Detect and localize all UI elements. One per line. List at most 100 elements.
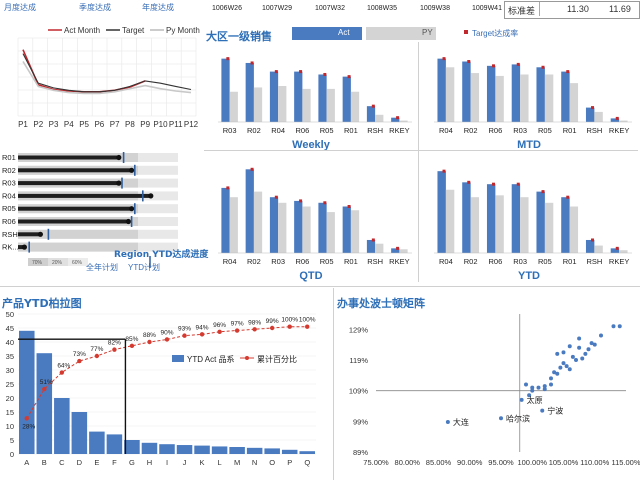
point-label: 73% bbox=[73, 351, 86, 358]
scatter-point bbox=[555, 351, 560, 356]
point-label: 哈尔滨 bbox=[506, 413, 530, 423]
x-tick-label: 105.00% bbox=[549, 458, 579, 467]
scatter-point bbox=[527, 393, 532, 398]
bar-act bbox=[318, 202, 327, 253]
category-label: RSH bbox=[367, 257, 383, 266]
tab-monthly[interactable]: 月度达成 bbox=[4, 3, 36, 12]
scatter-point-labeled bbox=[499, 416, 503, 421]
bar-act bbox=[462, 182, 471, 253]
category-label: R03 bbox=[271, 257, 285, 266]
y-tick-label: 129% bbox=[349, 325, 369, 334]
category-label: R04 bbox=[439, 257, 453, 266]
bar-py bbox=[399, 249, 408, 253]
y-tick-label: 0 bbox=[10, 450, 14, 459]
bar-py bbox=[253, 87, 263, 122]
week-label: 1008W35 bbox=[367, 5, 397, 12]
target-marker bbox=[566, 70, 570, 74]
region-label: R01 bbox=[2, 153, 16, 162]
target-marker bbox=[299, 199, 303, 203]
category-label: R06 bbox=[296, 126, 310, 135]
bar-py bbox=[229, 197, 238, 253]
target-marker bbox=[250, 167, 254, 171]
chart-title: Weekly bbox=[292, 139, 331, 150]
bar-act bbox=[486, 184, 496, 253]
cumulative-point bbox=[164, 337, 170, 342]
bar-py bbox=[520, 74, 529, 122]
bar-act bbox=[585, 107, 595, 122]
scatter-point-labeled bbox=[540, 408, 545, 413]
week-label: 1009W41 bbox=[472, 5, 502, 12]
bar-py bbox=[495, 195, 504, 253]
point-label: 64% bbox=[57, 363, 70, 370]
legend-py-swatch: PY bbox=[366, 27, 436, 40]
y-tick-label: 5 bbox=[10, 436, 14, 445]
scatter-point bbox=[580, 356, 585, 361]
scatter-point bbox=[583, 351, 588, 356]
pareto-bar bbox=[229, 447, 245, 454]
tab-quarterly[interactable]: 季度达成 bbox=[79, 3, 111, 12]
point-label: 94% bbox=[196, 324, 209, 331]
legend-label: 累计百分比 bbox=[257, 354, 297, 364]
bar-py bbox=[470, 197, 480, 253]
target-marker bbox=[371, 238, 375, 242]
bar-py bbox=[375, 243, 384, 253]
scale-label: 70% bbox=[32, 260, 43, 266]
category-label: RKEY bbox=[609, 126, 629, 135]
bar-py bbox=[594, 111, 603, 122]
category-label: RSH bbox=[367, 126, 383, 135]
bullet-ytd-marker bbox=[129, 206, 135, 212]
target-marker bbox=[442, 169, 446, 173]
bar-py bbox=[594, 245, 603, 253]
bar-py bbox=[278, 202, 287, 253]
bar-py bbox=[495, 75, 504, 122]
category-label: R03 bbox=[513, 257, 527, 266]
bar-act bbox=[245, 169, 254, 253]
x-tick-label: P11 bbox=[169, 120, 183, 129]
bullet-ytd-bar bbox=[18, 155, 119, 160]
x-tick-label: P7 bbox=[110, 120, 120, 129]
bar-act bbox=[294, 200, 303, 253]
point-label: 98% bbox=[248, 319, 261, 326]
x-tick-label: 85.00% bbox=[426, 458, 452, 467]
bar-py bbox=[569, 83, 579, 122]
category-label: R04 bbox=[223, 257, 237, 266]
scatter-point bbox=[570, 354, 575, 359]
bar-py bbox=[544, 202, 554, 253]
divider bbox=[418, 42, 419, 282]
legend-py-label: PY bbox=[422, 28, 433, 37]
x-tick-label: 100.00% bbox=[517, 458, 547, 467]
y-tick-label: 50 bbox=[6, 310, 14, 319]
bar-act bbox=[391, 248, 400, 253]
x-tick-label: D bbox=[77, 458, 83, 467]
bullet-band bbox=[18, 242, 138, 252]
scatter-point bbox=[586, 347, 591, 352]
divider bbox=[0, 286, 640, 287]
point-label: 大连 bbox=[453, 417, 469, 427]
point-label: 90% bbox=[160, 329, 173, 336]
tab-yearly[interactable]: 年度达成 bbox=[142, 3, 174, 12]
target-marker bbox=[323, 201, 327, 205]
category-label: R03 bbox=[223, 126, 237, 135]
scale-swatch bbox=[28, 258, 48, 266]
pareto-title: 产品YTD柏拉图 bbox=[2, 297, 82, 310]
week-label: 1006W26 bbox=[212, 5, 242, 12]
bullet-ytd-bar bbox=[18, 181, 119, 186]
legend-swatch-point bbox=[245, 356, 249, 360]
std-dev-box: 标准差 11.30 11.69 bbox=[504, 1, 640, 19]
legend-label: Act Month bbox=[64, 26, 100, 35]
pareto-chart: 0 5 10 15 20 25 30 35 40 45 50 A B C D E F G H I J K L M N O P Q 28%… bbox=[6, 310, 316, 467]
bar-py bbox=[569, 206, 579, 253]
target-marker bbox=[591, 106, 595, 110]
x-tick-label: C bbox=[59, 458, 65, 467]
ytd-bar-chart: R04 R02 R06 R03 R05 R01 RSH RKEY YTD bbox=[434, 169, 632, 282]
scale-label: 20% bbox=[52, 260, 63, 266]
bar-py bbox=[350, 210, 360, 253]
monthly-line-chart: Act Month Target Py Month P1 P2 P3 P4 P5 P6 P7 P8 P… bbox=[17, 26, 200, 129]
region-progress-title: Region YTD达成进度 bbox=[114, 250, 209, 260]
scatter-point bbox=[530, 385, 535, 390]
target-marker bbox=[566, 195, 570, 199]
x-tick-label: 90.00% bbox=[457, 458, 483, 467]
bar-py bbox=[520, 197, 529, 253]
target-marker bbox=[226, 186, 230, 190]
bullet-ytd-marker bbox=[148, 193, 154, 199]
